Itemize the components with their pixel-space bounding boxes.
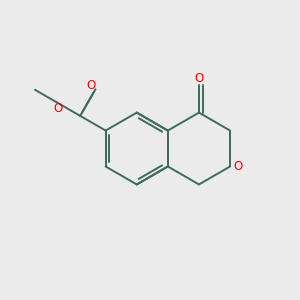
Text: O: O bbox=[234, 160, 243, 173]
Text: O: O bbox=[194, 72, 204, 85]
Text: O: O bbox=[53, 102, 63, 115]
Text: O: O bbox=[86, 80, 95, 92]
